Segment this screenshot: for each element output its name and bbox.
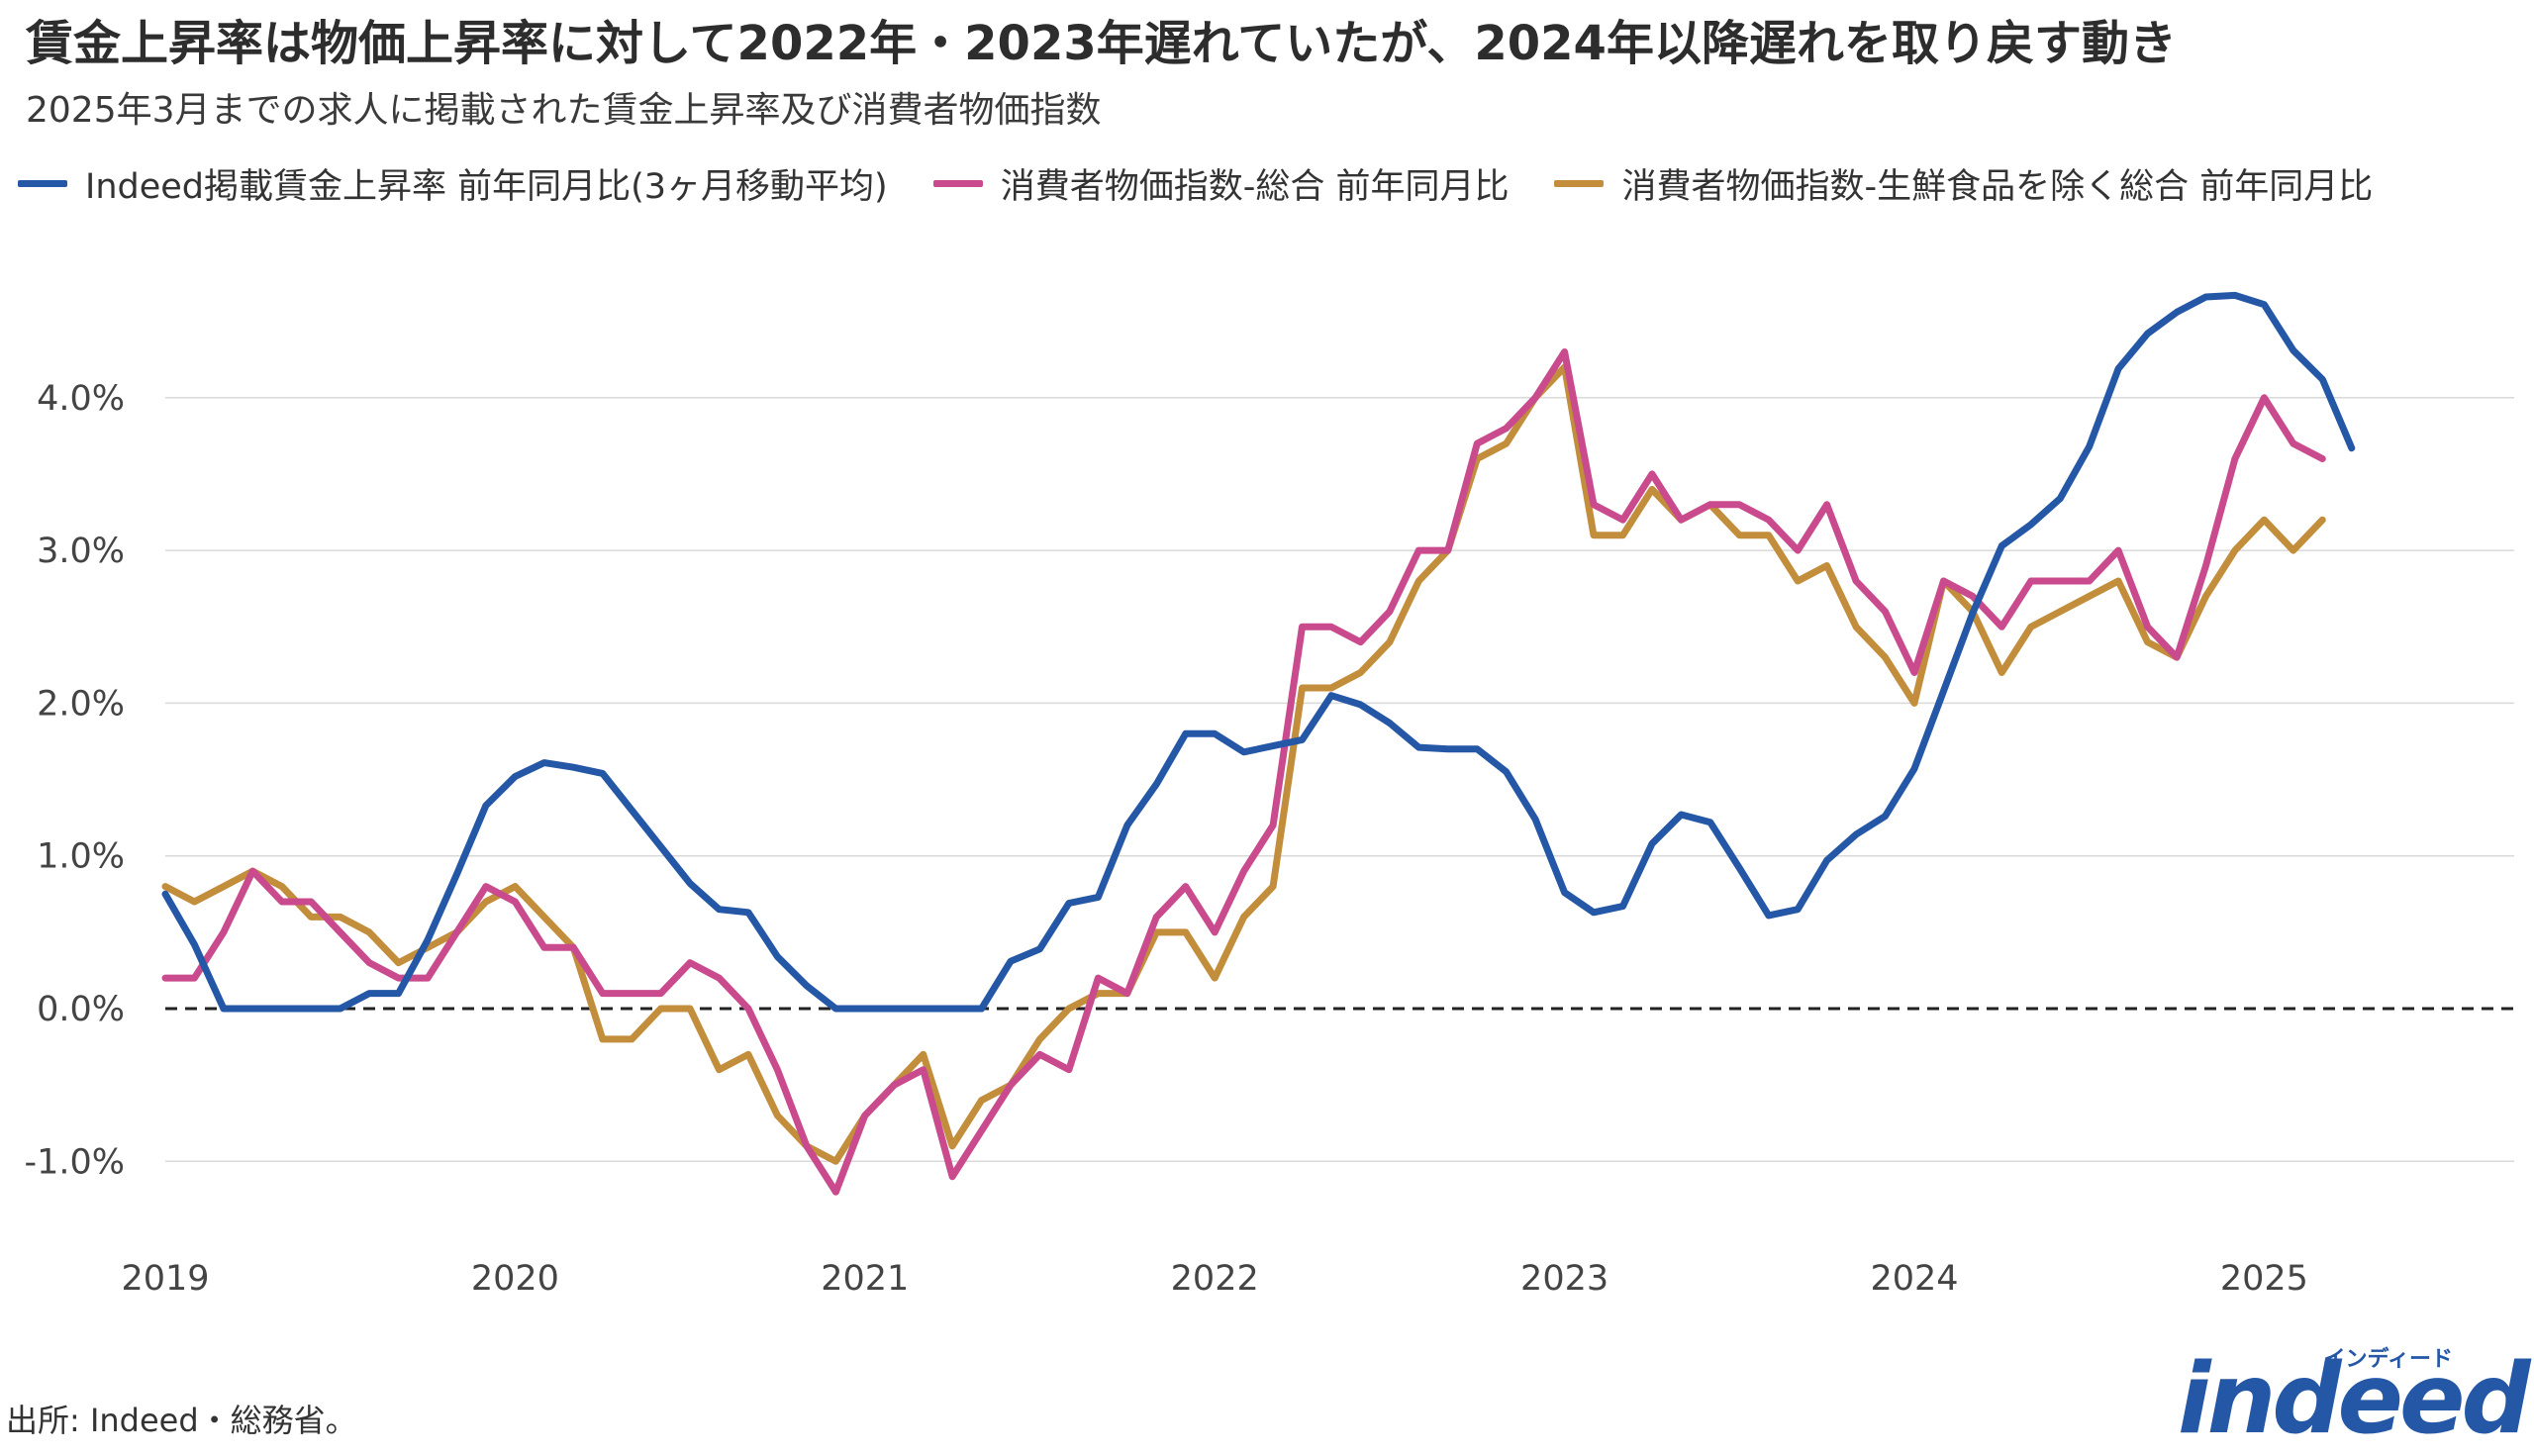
chart-title: 賃金上昇率は物価上昇率に対して2022年・2023年遅れていたが、2024年以降… xyxy=(26,16,2177,71)
legend-label-wage: Indeed掲載賃金上昇率 前年同月比(3ヶ月移動平均) xyxy=(85,166,888,207)
y-tick-label: 0.0% xyxy=(37,990,125,1029)
y-tick-label: 4.0% xyxy=(37,379,125,419)
y-tick-label: -1.0% xyxy=(24,1142,125,1182)
series-line-wage xyxy=(161,291,2356,1013)
logo-wordmark: indeed xyxy=(2178,1343,2531,1456)
legend-swatch-core-cpi xyxy=(1554,179,1605,187)
x-tick-label: 2021 xyxy=(821,1259,909,1299)
legend-item-wage: Indeed掲載賃金上昇率 前年同月比(3ヶ月移動平均) xyxy=(18,158,888,209)
x-tick-label: 2025 xyxy=(2220,1259,2308,1299)
series-line-cpi xyxy=(161,348,2326,1196)
y-tick-label: 1.0% xyxy=(37,837,125,877)
legend-swatch-wage xyxy=(18,179,67,187)
y-tick-label: 3.0% xyxy=(37,532,125,571)
x-axis: 2019 2020 2021 2022 2023 2024 2025 xyxy=(121,1259,2307,1299)
x-tick-label: 2023 xyxy=(1520,1259,1608,1299)
source-note: 出所: Indeed・総務省。 xyxy=(6,1402,357,1439)
legend-label-cpi: 消費者物価指数-総合 前年同月比 xyxy=(1000,166,1510,207)
x-tick-label: 2019 xyxy=(121,1259,209,1299)
legend-label-core-cpi: 消費者物価指数-生鮮食品を除く総合 前年同月比 xyxy=(1621,166,2374,207)
logo-kana: インディード xyxy=(2323,1347,2453,1372)
x-tick-label: 2020 xyxy=(471,1259,559,1299)
legend-item-core-cpi: 消費者物価指数-生鮮食品を除く総合 前年同月比 xyxy=(1554,158,2373,209)
y-axis: -1.0% 0.0% 1.0% 2.0% 3.0% 4.0% xyxy=(24,379,125,1183)
legend-item-cpi: 消費者物価指数-総合 前年同月比 xyxy=(932,158,1510,209)
series-line-core-cpi xyxy=(161,363,2326,1165)
y-tick-label: 2.0% xyxy=(37,684,125,724)
gridlines xyxy=(165,397,2514,1163)
x-tick-label: 2024 xyxy=(1870,1259,1958,1299)
series-lines xyxy=(161,291,2356,1196)
x-tick-label: 2022 xyxy=(1171,1259,1259,1299)
legend: Indeed掲載賃金上昇率 前年同月比(3ヶ月移動平均) 消費者物価指数-総合 … xyxy=(18,158,2373,208)
legend-swatch-cpi xyxy=(932,179,983,187)
indeed-logo: インディード indeed xyxy=(2178,1326,2531,1448)
chart-subtitle: 2025年3月までの求人に掲載された賃金上昇率及び消費者物価指数 xyxy=(26,90,1102,131)
